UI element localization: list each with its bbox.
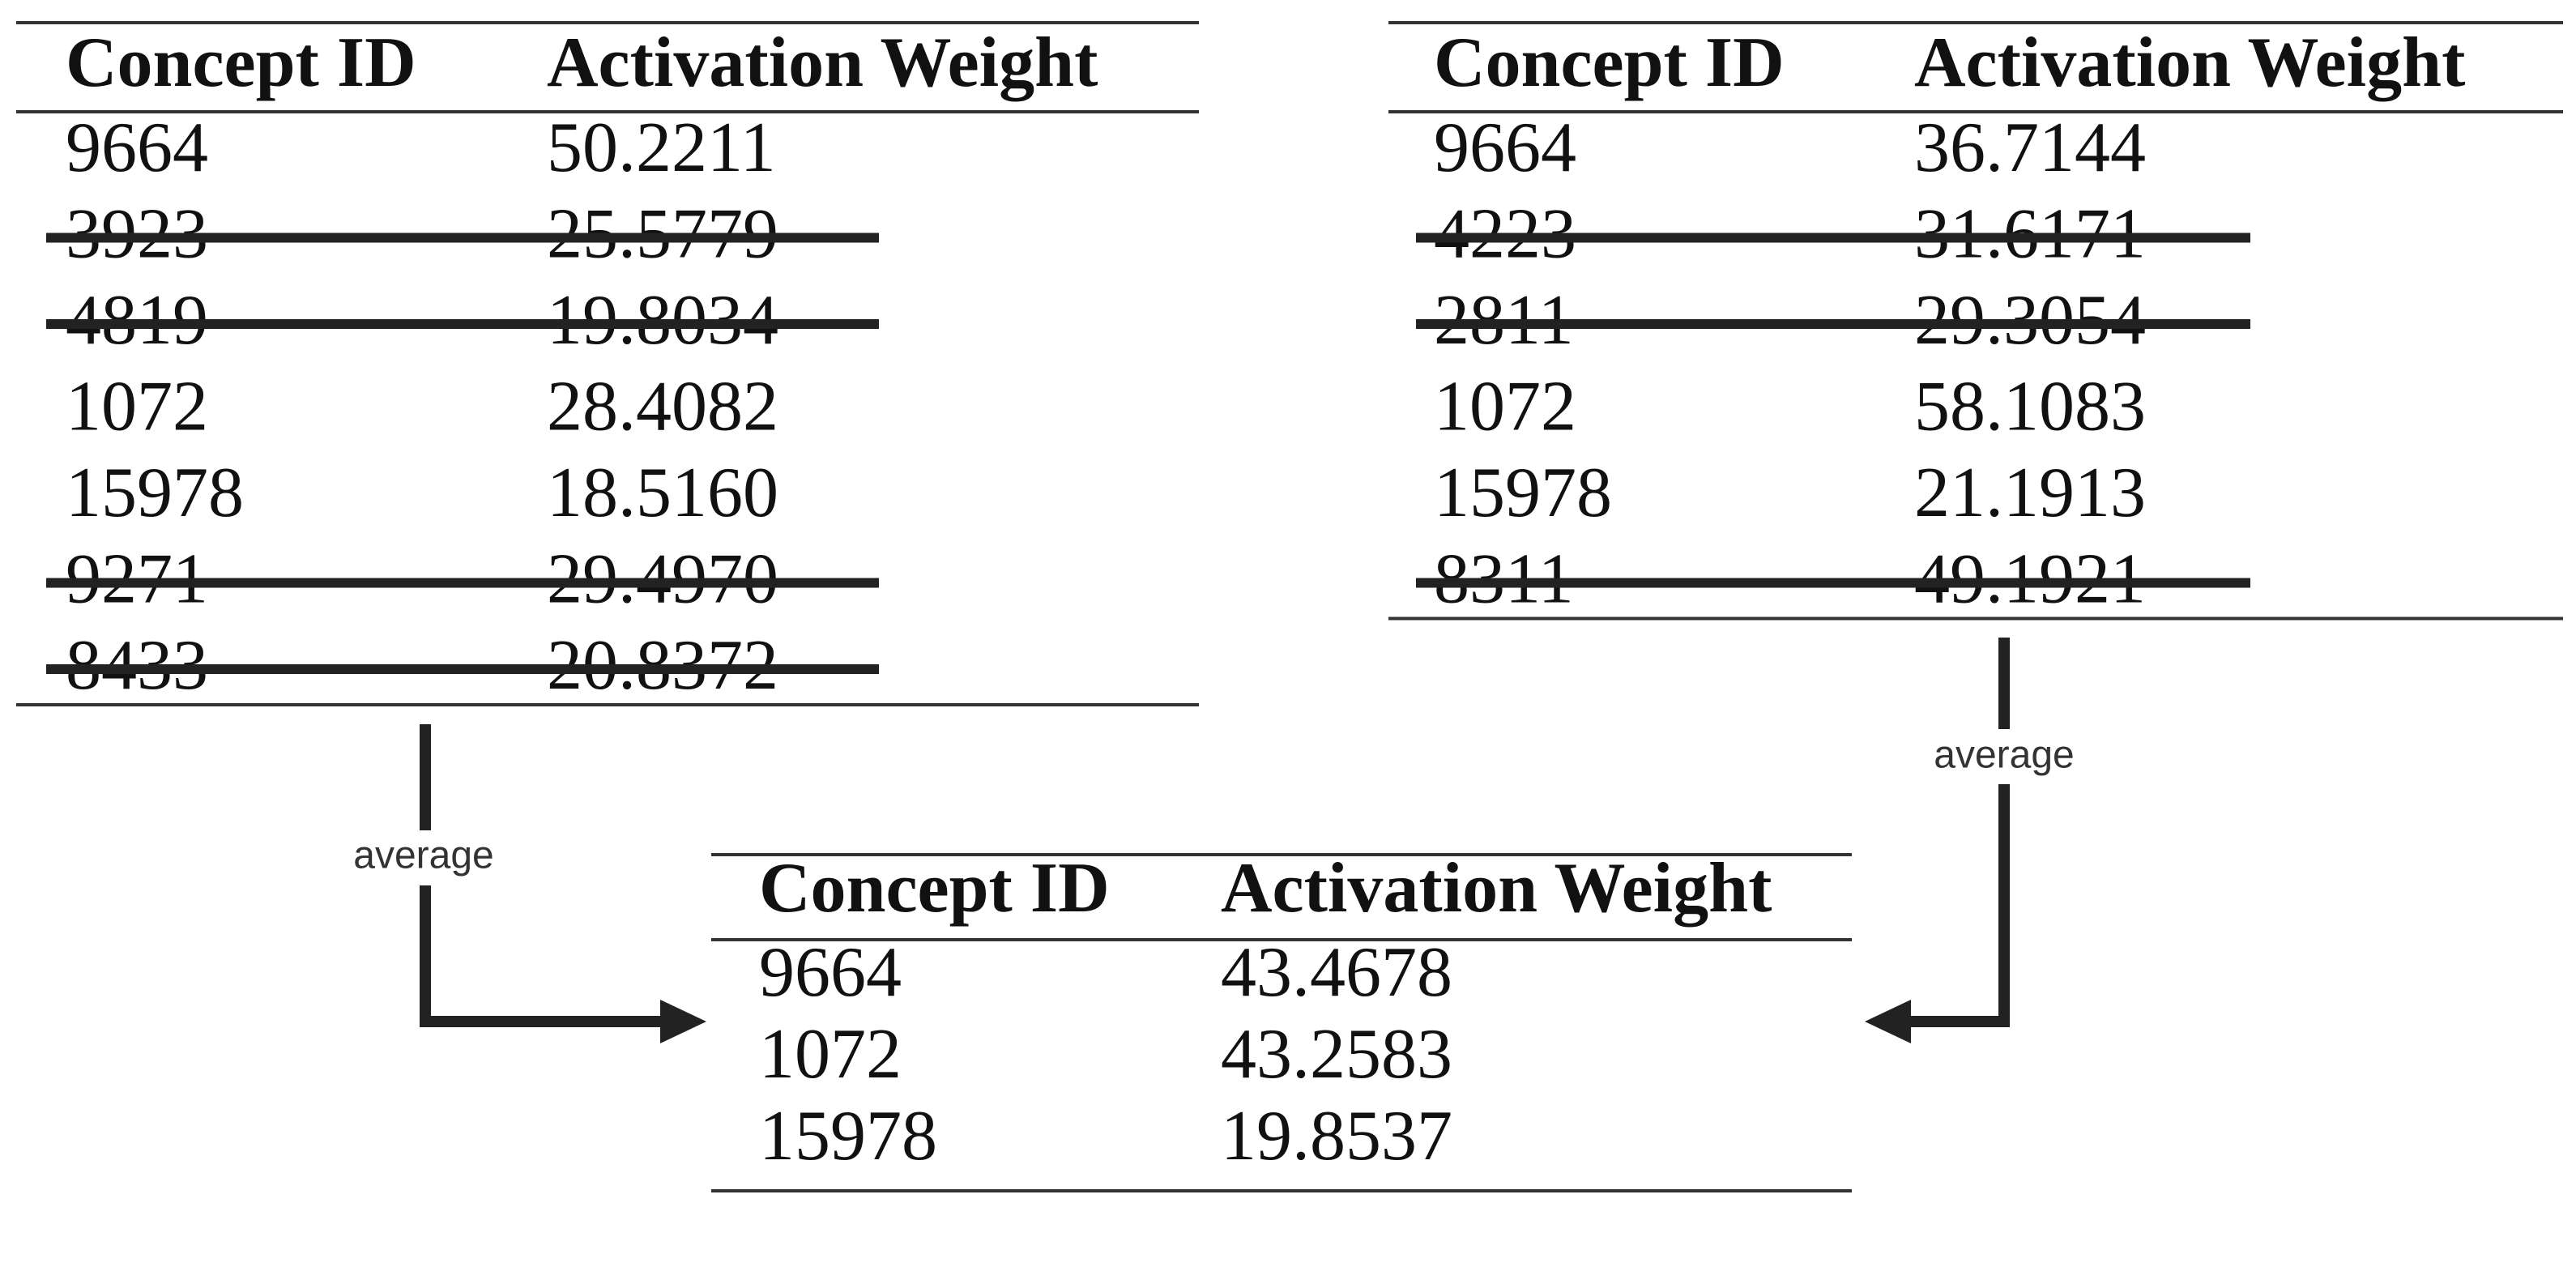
column-header: Activation Weight [1221,849,1772,928]
label-bg [1904,729,2106,784]
right-arrow: average [1865,638,2106,1043]
table-cell: 50.2211 [547,109,776,187]
label-bg [324,830,527,885]
column-header: Concept ID [759,849,1110,928]
table-cell: 28.4082 [547,368,778,446]
table-cell: 15978 [759,1097,937,1175]
arrow-head [1865,1000,1911,1043]
arrow-label: average [1934,734,2074,777]
table-cell: 36.7144 [1914,109,2146,187]
column-header: Activation Weight [1914,23,2465,102]
table-cell: 18.5160 [547,454,778,532]
table-cell: 21.1913 [1914,454,2146,532]
table: Concept ID Activation Weight 9664 43.4678 10… [711,849,1852,1192]
arrow-head [660,1000,706,1043]
column-header: Activation Weight [547,23,1098,102]
table-cell: 19.8537 [1221,1097,1452,1175]
table-cell: 43.2583 [1221,1015,1452,1094]
table-cell: 58.1083 [1914,368,2146,446]
column-header: Concept ID [1434,23,1785,102]
table-cell: 15978 [66,454,244,532]
arrow-label: average [353,834,493,877]
arrow-line [1900,638,2010,1027]
table-cell: 1072 [1434,368,1576,446]
arrow-line [420,724,672,1027]
column-header: Concept ID [66,23,416,102]
table-cell: 9664 [66,109,208,187]
table-cell: 1072 [66,368,208,446]
table-cell: 15978 [1434,454,1612,532]
table-cell: 9664 [1434,109,1576,187]
table-cell: 1072 [759,1015,902,1094]
left-arrow: average [324,724,706,1043]
table-cell: 9664 [759,933,902,1012]
table-cell: 43.4678 [1221,933,1452,1012]
